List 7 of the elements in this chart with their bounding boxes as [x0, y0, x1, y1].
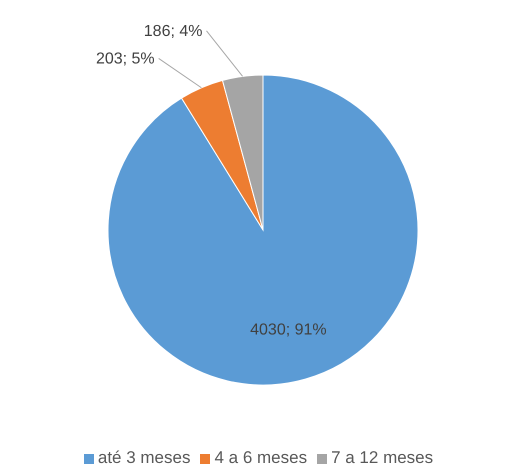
data-label: 203; 5% [96, 50, 155, 68]
legend-label: até 3 meses [98, 448, 190, 467]
legend-label: 7 a 12 meses [331, 448, 434, 467]
data-label: 4030; 91% [250, 321, 327, 338]
pie-slice [108, 74, 418, 386]
legend-label: 4 a 6 meses [214, 448, 308, 467]
data-label: 186; 4% [144, 22, 202, 40]
